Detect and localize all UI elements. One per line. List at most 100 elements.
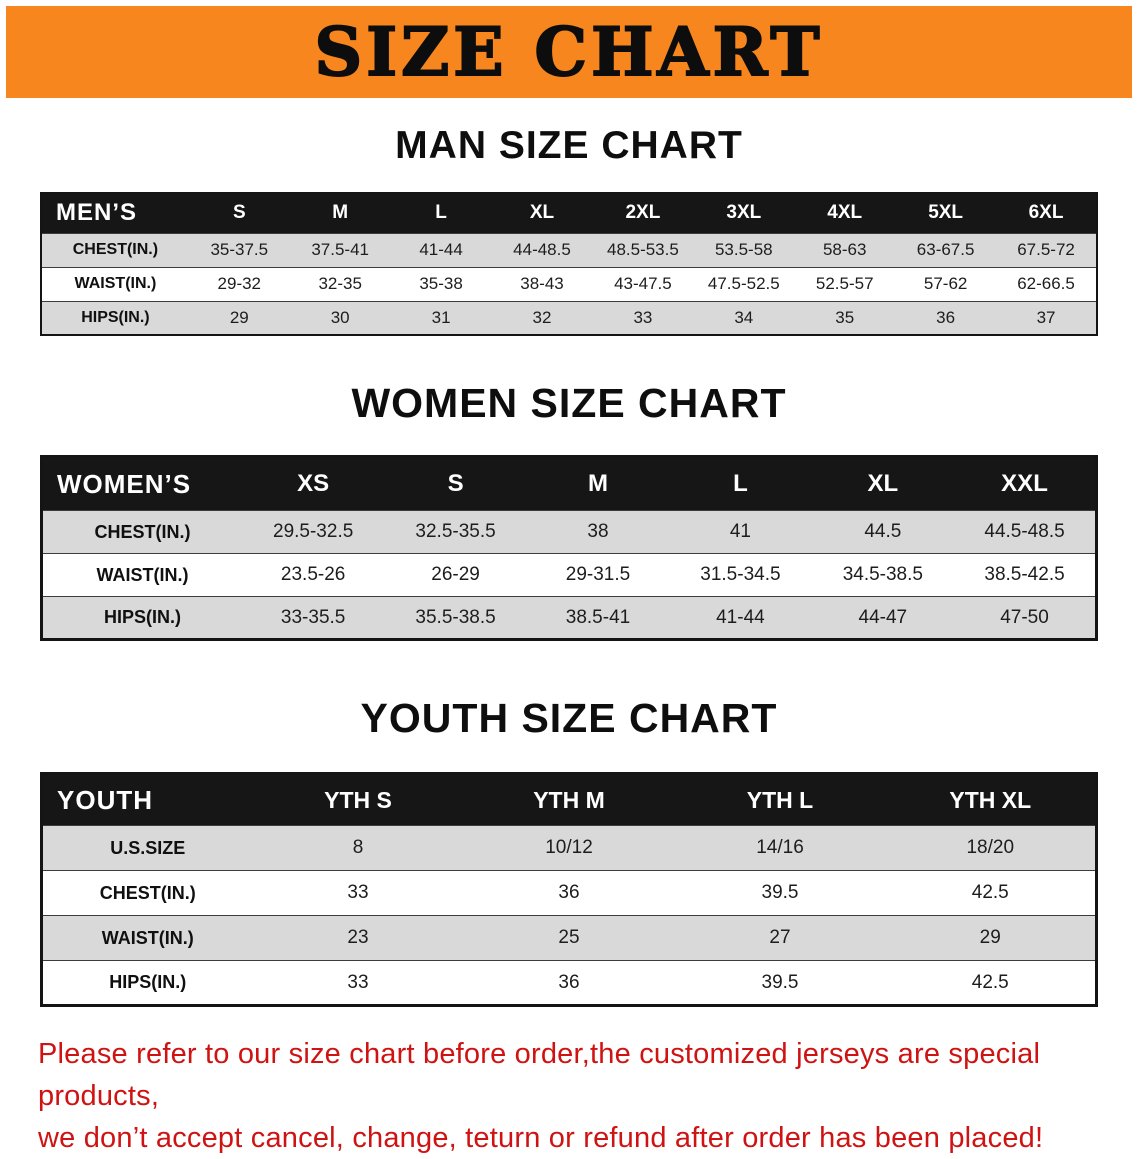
value-cell: 31.5-34.5 [700, 564, 781, 585]
value-cell: 44-48.5 [513, 240, 571, 259]
value-cell: 27 [769, 927, 791, 948]
value-cell: 34 [734, 307, 754, 327]
size-header-cell: M [526, 456, 670, 511]
value-cell: 37 [1036, 307, 1056, 327]
table-title-cell: WOMEN’S [41, 456, 242, 511]
value-cell: 29-32 [217, 274, 262, 293]
table-row: CHEST(IN.) 33 36 39.5 42.5 [41, 870, 1097, 916]
table-row: WAIST(IN.) 23 25 27 29 [41, 915, 1097, 961]
men-size-section: MAN SIZE CHART MEN’S S M L XL 2XL 3XL 4XL 5XL 6XL… [0, 124, 1138, 336]
row-label-cell: WAIST(IN.) [101, 927, 194, 948]
size-header-cell: 6XL [996, 193, 1097, 233]
value-cell: 14/16 [756, 837, 804, 858]
table-header-row: WOMEN’S XS S M L XL XXL [41, 456, 1097, 511]
size-header-cell: L [669, 456, 812, 511]
value-cell: 43-47.5 [614, 274, 672, 293]
size-header-cell: XL [491, 193, 593, 233]
banner-title: SIZE CHART [314, 12, 824, 92]
table-row: HIPS(IN.) 33-35.5 35.5-38.5 38.5-41 41-44 44-… [41, 596, 1097, 640]
value-cell: 34.5-38.5 [842, 564, 923, 585]
value-cell: 36 [936, 307, 956, 327]
table-row: U.S.SIZE 8 10/12 14/16 18/20 [41, 825, 1097, 871]
value-cell: 35-37.5 [210, 240, 269, 259]
value-cell: 44.5 [864, 521, 902, 542]
size-header-cell: YTH S [252, 773, 464, 826]
footer-note-line1: Please refer to our size chart before or… [38, 1038, 1041, 1113]
value-cell: 36 [558, 882, 580, 903]
row-label-cell: U.S.SIZE [110, 837, 186, 858]
youth-section-heading: YOUTH SIZE CHART [360, 695, 778, 741]
value-cell: 33 [347, 971, 369, 993]
value-cell: 52.5-57 [815, 274, 874, 293]
value-cell: 47-50 [1000, 606, 1049, 628]
size-header-cell: XS [241, 456, 385, 511]
value-cell: 32 [532, 307, 552, 327]
table-row: HIPS(IN.) 33 36 39.5 42.5 [41, 960, 1097, 1006]
size-chart-page: SIZE CHART MAN SIZE CHART MEN’S S M L XL 2XL 3… [0, 6, 1138, 1154]
value-cell: 39.5 [761, 882, 799, 903]
value-cell: 38.5-41 [565, 606, 631, 628]
value-cell: 10/12 [545, 837, 593, 858]
table-row: WAIST(IN.) 29-32 32-35 35-38 38-43 43-47.5 47.… [41, 267, 1097, 301]
row-label-cell: CHEST(IN.) [99, 882, 196, 903]
size-header-cell: S [384, 456, 527, 511]
value-cell: 35-38 [419, 274, 463, 293]
row-label-cell: CHEST(IN.) [72, 241, 159, 258]
value-cell: 29.5-32.5 [273, 521, 354, 542]
row-label-cell: WAIST(IN.) [74, 275, 157, 292]
row-label-cell: HIPS(IN.) [103, 607, 181, 627]
value-cell: 58-63 [822, 240, 867, 259]
value-cell: 44.5-48.5 [984, 521, 1065, 542]
men-size-table: MEN’S S M L XL 2XL 3XL 4XL 5XL 6XL CHEST(IN.) 35-37… [40, 192, 1098, 336]
men-section-heading: MAN SIZE CHART [395, 124, 743, 167]
value-cell: 53.5-58 [714, 240, 773, 259]
value-cell: 23.5-26 [280, 564, 346, 585]
row-label-cell: CHEST(IN.) [94, 521, 191, 542]
table-row: HIPS(IN.) 29 30 31 32 33 34 35 36 37 [41, 301, 1097, 335]
value-cell: 32.5-35.5 [415, 521, 496, 542]
value-cell: 57-62 [923, 274, 968, 293]
size-header-cell: YTH XL [885, 773, 1097, 826]
value-cell: 41-44 [716, 606, 765, 628]
value-cell: 23 [347, 927, 369, 948]
value-cell: 31 [431, 307, 451, 327]
value-cell: 38 [587, 521, 609, 542]
value-cell: 42.5 [971, 882, 1009, 903]
table-header-row: YOUTH YTH S YTH M YTH L YTH XL [41, 773, 1097, 826]
value-cell: 67.5-72 [1017, 240, 1075, 259]
value-cell: 35.5-38.5 [415, 606, 496, 628]
table-title-cell: MEN’S [41, 193, 189, 233]
size-header-cell: 2XL [592, 193, 694, 233]
value-cell: 37.5-41 [311, 240, 370, 259]
value-cell: 8 [352, 837, 364, 858]
value-cell: 44-47 [858, 606, 908, 628]
women-size-section: WOMEN SIZE CHART WOMEN’S XS S M L XL XXL CHEST(… [0, 380, 1138, 641]
table-row: CHEST(IN.) 35-37.5 37.5-41 41-44 44-48.5 48.5… [41, 233, 1097, 267]
footer-note-line2: we don’t accept cancel, change, teturn o… [38, 1122, 1044, 1155]
value-cell: 38.5-42.5 [984, 564, 1065, 585]
value-cell: 41 [729, 521, 751, 542]
value-cell: 33 [633, 307, 653, 327]
value-cell: 25 [558, 927, 580, 948]
youth-size-section: YOUTH SIZE CHART YOUTH YTH S YTH M YTH L YTH… [0, 695, 1138, 1007]
row-label-cell: WAIST(IN.) [96, 564, 189, 585]
size-header-cell: 5XL [895, 193, 997, 233]
size-header-cell: S [188, 193, 290, 233]
table-row: WAIST(IN.) 23.5-26 26-29 29-31.5 31.5-34.5 34… [41, 553, 1097, 597]
footer-note: Please refer to our size chart before or… [0, 1033, 1138, 1159]
value-cell: 29 [229, 307, 249, 327]
size-header-cell: XL [811, 456, 955, 511]
table-header-row: MEN’S S M L XL 2XL 3XL 4XL 5XL 6XL [41, 193, 1097, 233]
youth-size-table: YOUTH YTH S YTH M YTH L YTH XL U.S.SIZE 8 10/12… [40, 772, 1098, 1007]
value-cell: 32-35 [318, 274, 362, 293]
value-cell: 35 [835, 307, 855, 327]
value-cell: 29 [979, 927, 1001, 948]
row-label-cell: HIPS(IN.) [81, 308, 150, 326]
value-cell: 42.5 [971, 971, 1009, 993]
table-title-cell: YOUTH [41, 773, 253, 826]
women-size-table: WOMEN’S XS S M L XL XXL CHEST(IN.) 29.5-32.5 32.5… [40, 455, 1098, 641]
value-cell: 38-43 [520, 274, 564, 293]
size-header-cell: YTH L [674, 773, 886, 826]
size-header-cell: L [390, 193, 492, 233]
size-header-cell: 4XL [794, 193, 896, 233]
